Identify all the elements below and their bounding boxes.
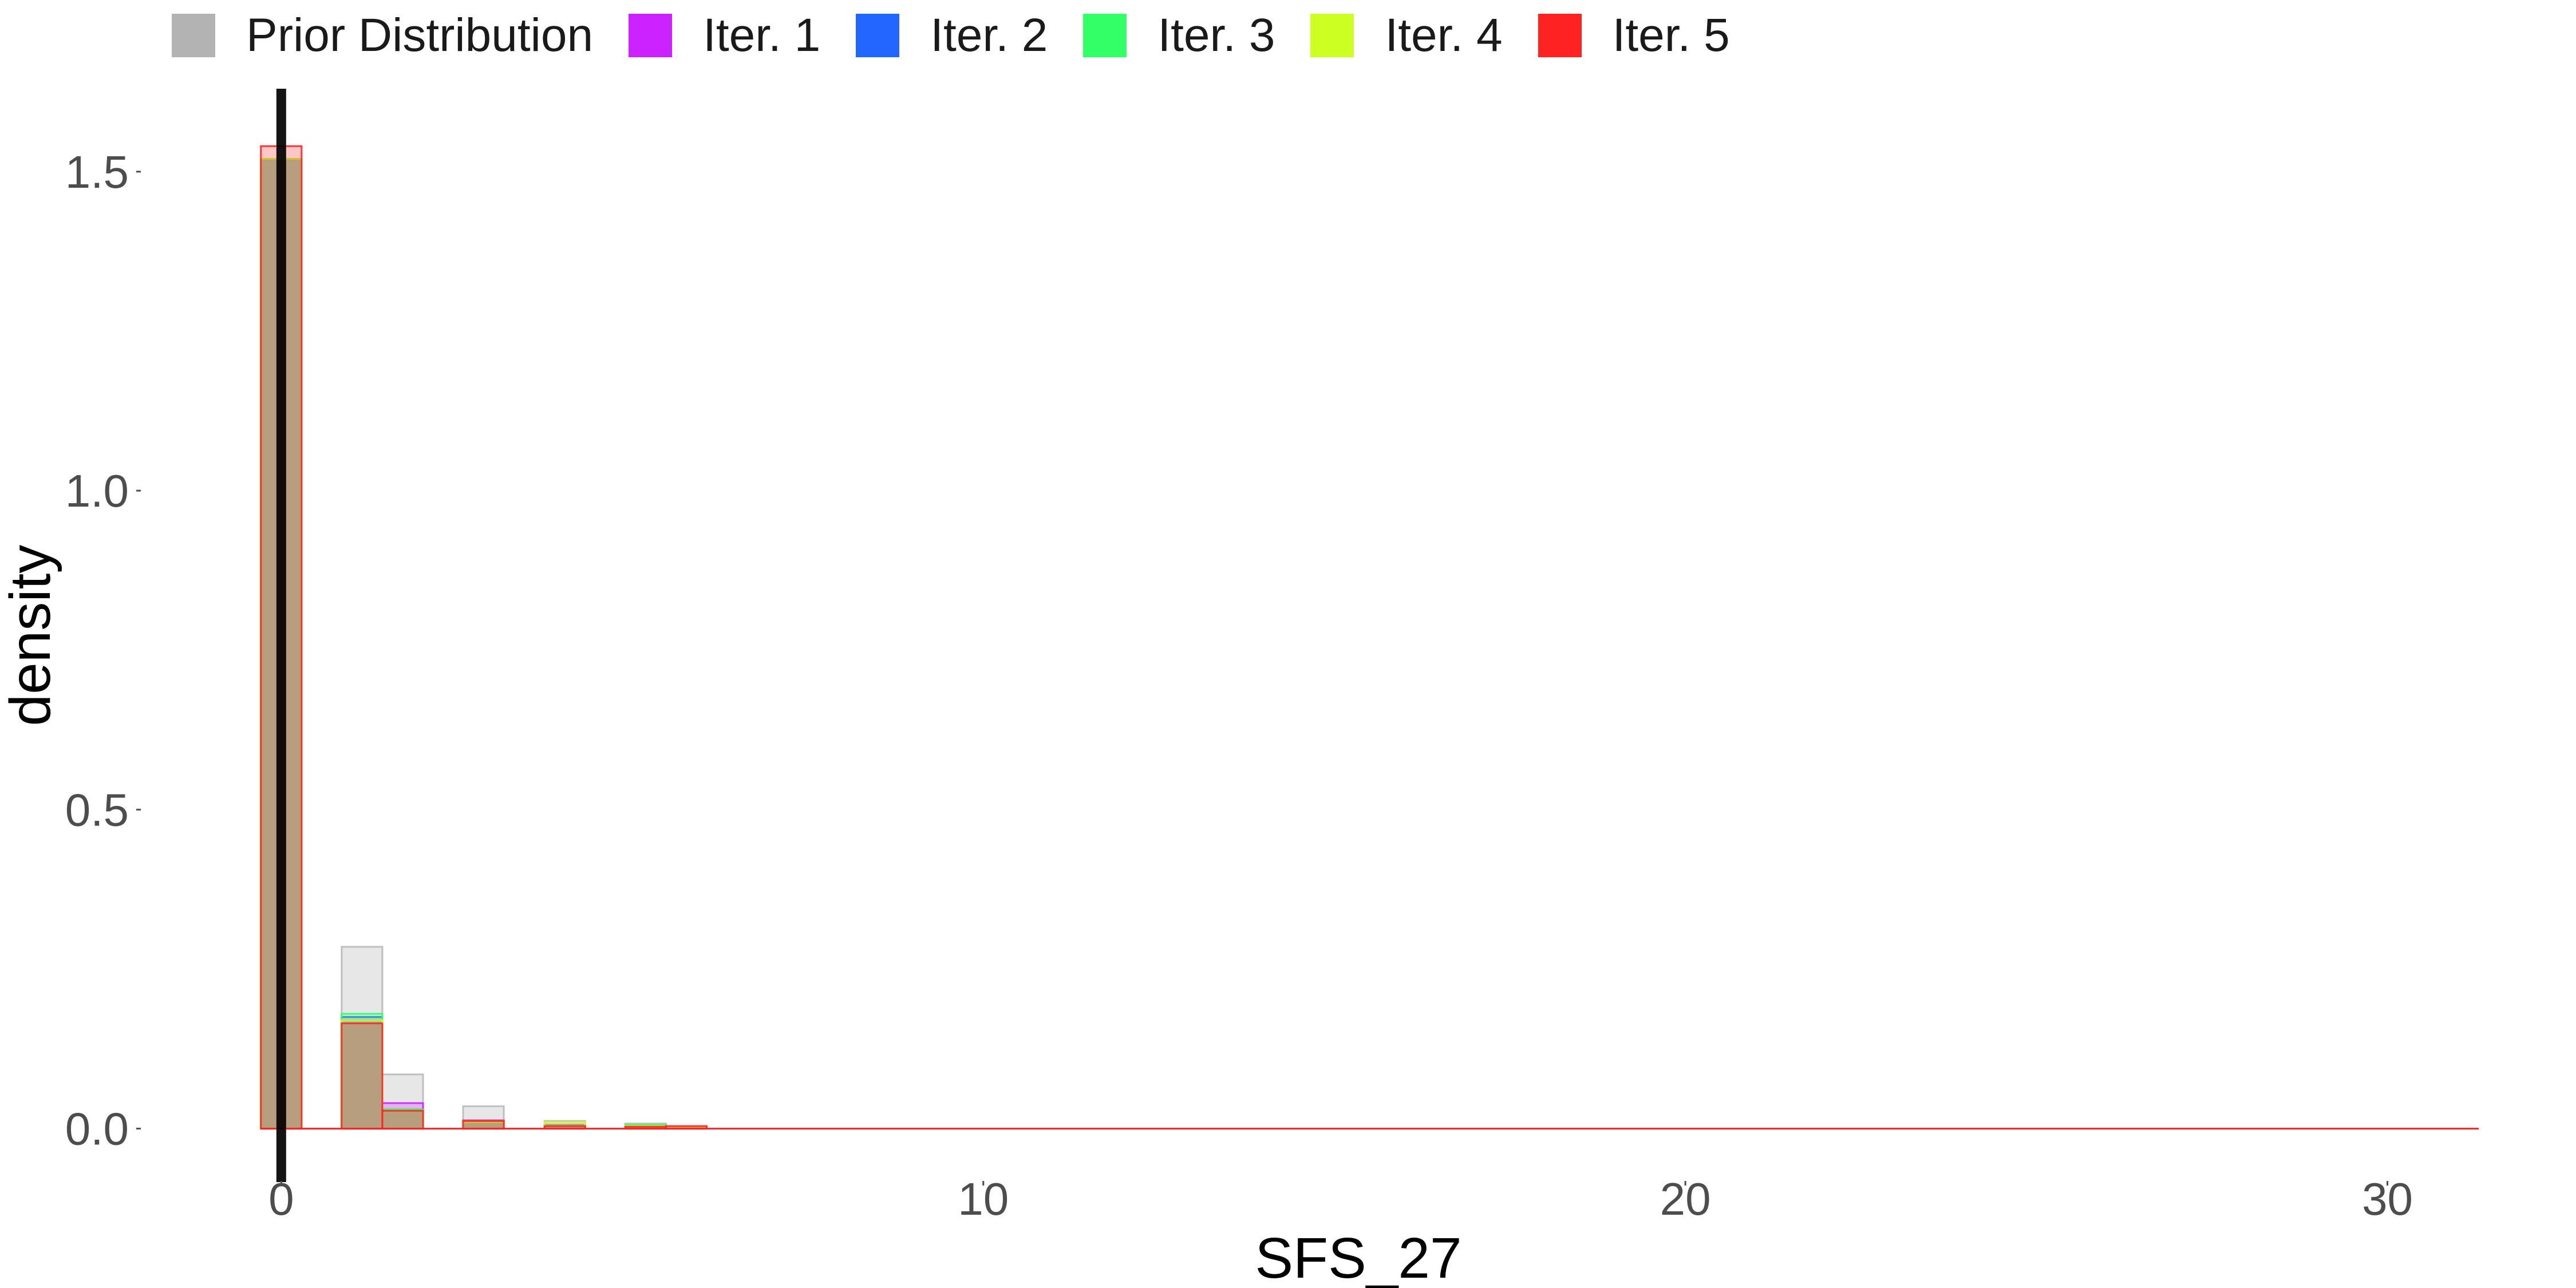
x-tick-label: 0	[268, 1174, 294, 1224]
legend-swatch-iter-5	[1538, 14, 1582, 57]
x-axis-title: SFS_27	[1255, 1226, 1461, 1288]
legend-label-iter-2: Iter. 2	[930, 9, 1048, 61]
legend-item-iter-4: Iter. 4	[1310, 9, 1503, 62]
y-tick-label: 1.5	[65, 147, 129, 197]
legend-label-prior: Prior Distribution	[246, 9, 594, 61]
y-tick-label: 0.5	[65, 784, 129, 835]
legend-swatch-prior	[172, 14, 215, 57]
legend-label-iter-3: Iter. 3	[1157, 9, 1275, 61]
legend-label-iter-4: Iter. 4	[1385, 9, 1503, 61]
legend-swatch-iter-1	[629, 14, 673, 57]
bar-iter-5-bin-2	[381, 1109, 424, 1130]
legend-item-iter-1: Iter. 1	[629, 9, 820, 62]
legend-item-iter-3: Iter. 3	[1083, 9, 1275, 62]
bar-iter-5-bin-3	[462, 1120, 505, 1130]
legend-item-iter-5: Iter. 5	[1538, 9, 1730, 62]
bar-iter-2-bin-1	[341, 1016, 384, 1130]
legend-label-iter-1: Iter. 1	[703, 9, 821, 61]
legend-swatch-iter-4	[1310, 14, 1354, 57]
legend-item-iter-2: Iter. 2	[856, 9, 1048, 62]
x-tick-label: 30	[2362, 1174, 2413, 1224]
bar-prior-bin-2	[381, 1073, 424, 1130]
legend-swatch-iter-3	[1083, 14, 1127, 57]
bars-layer	[260, 89, 2479, 1182]
legend-label-iter-5: Iter. 5	[1612, 9, 1730, 61]
x-tick-label: 10	[958, 1174, 1009, 1224]
legend-swatch-iter-2	[856, 14, 900, 57]
x-tick-label: 20	[1660, 1174, 1711, 1224]
bar-prior-bin-3	[462, 1105, 505, 1130]
y-axis-title: density	[0, 545, 62, 726]
y-tick-label: 1.0	[65, 465, 129, 516]
legend-item-prior: Prior Distribution	[172, 9, 593, 62]
legend: Prior Distribution Iter. 1 Iter. 2 Iter.…	[172, 7, 1765, 64]
y-tick-label: 0.0	[65, 1104, 129, 1155]
axes-layer: 0.0 0.5 1.0 1.5 0 10 20 30	[65, 147, 2413, 1224]
bar-iter-4-bin-1	[341, 1019, 384, 1130]
bar-iter-5-bin-1	[341, 1022, 384, 1130]
